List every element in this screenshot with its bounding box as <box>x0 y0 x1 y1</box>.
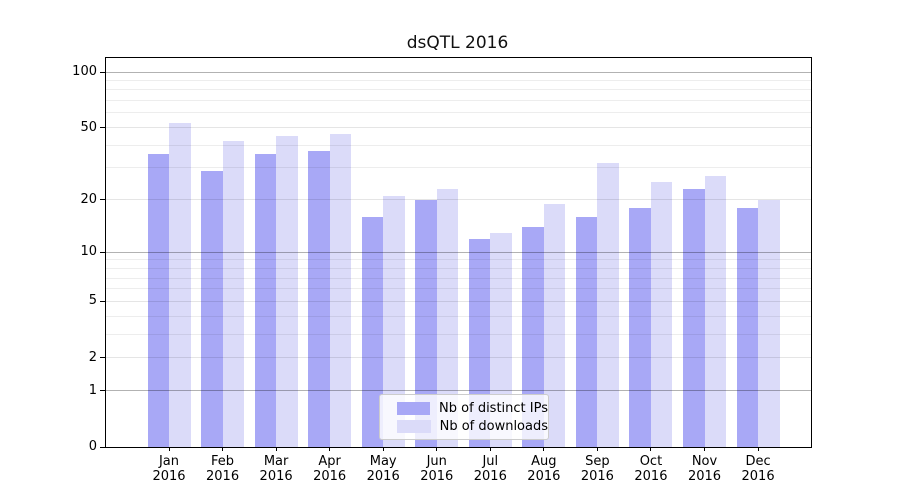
gridline-minor-3 <box>106 333 811 335</box>
gridline-minor-70 <box>106 100 811 102</box>
y-tick-2 <box>100 357 106 359</box>
bar-downloads-feb <box>222 141 245 447</box>
y-tick-label-10: 10 <box>80 244 97 260</box>
y-tick-label-0: 0 <box>88 439 97 454</box>
x-tick-label-jul: Jul 2016 <box>473 454 507 485</box>
gridline-100 <box>106 71 811 73</box>
bar-downloads-may <box>383 195 405 447</box>
bar-distinct-ips-apr <box>308 151 330 447</box>
gridline-50 <box>106 127 811 129</box>
legend-label-distinct-ips: Nb of distinct IPs <box>439 400 548 416</box>
x-tick-label-jan: Jan 2016 <box>152 454 186 485</box>
x-tick-label-mar: Mar 2016 <box>259 454 293 485</box>
gridline-minor-4 <box>106 315 811 317</box>
bar-downloads-jul <box>490 232 512 447</box>
bar-distinct-ips-dec <box>736 207 759 447</box>
y-tick-label-1: 1 <box>88 382 97 398</box>
x-tick-label-jun: Jun 2016 <box>420 454 454 485</box>
x-tick-label-dec: Dec 2016 <box>741 454 775 485</box>
chart-title: dsQTL 2016 <box>406 33 509 53</box>
y-tick-label-100: 100 <box>72 64 97 79</box>
gridline-minor-30 <box>106 167 811 169</box>
bar-distinct-ips-jan <box>147 153 169 447</box>
y-tick-100 <box>100 71 106 73</box>
x-tick-label-sep: Sep 2016 <box>580 454 614 485</box>
bar-downloads-aug <box>543 203 566 447</box>
y-tick-20 <box>100 199 106 201</box>
x-tick-oct <box>650 447 652 451</box>
x-tick-sep <box>596 447 598 451</box>
gridline-minor-80 <box>106 89 811 91</box>
x-tick-label-feb: Feb 2016 <box>206 454 240 485</box>
legend-label-downloads: Nb of downloads <box>439 418 548 434</box>
bar-downloads-nov <box>704 176 726 447</box>
x-tick-jan <box>168 447 170 451</box>
legend-swatch-downloads-icon <box>397 419 431 433</box>
gridline-minor-40 <box>106 144 811 146</box>
x-tick-may <box>382 447 384 451</box>
x-tick-label-oct: Oct 2016 <box>634 454 668 485</box>
x-tick-aug <box>543 447 545 451</box>
y-tick-10 <box>100 251 106 253</box>
gridline-minor-9 <box>106 259 811 261</box>
y-tick-label-50: 50 <box>80 119 97 135</box>
bar-distinct-ips-jun <box>415 199 437 447</box>
bar-downloads-jan <box>169 122 191 447</box>
bar-downloads-sep <box>597 162 619 447</box>
x-tick-jun <box>436 447 438 451</box>
gridline-5 <box>106 300 811 302</box>
x-tick-mar <box>275 447 277 451</box>
x-tick-jul <box>489 447 491 451</box>
gridline-minor-8 <box>106 267 811 269</box>
y-tick-50 <box>100 127 106 129</box>
gridline-1 <box>106 390 811 392</box>
x-tick-label-may: May 2016 <box>366 454 400 485</box>
bar-distinct-ips-mar <box>254 153 277 447</box>
bar-distinct-ips-sep <box>575 216 598 447</box>
x-tick-nov <box>704 447 705 451</box>
gridline-2 <box>106 357 811 359</box>
bar-distinct-ips-feb <box>201 170 223 447</box>
x-tick-feb <box>222 447 224 451</box>
y-tick-label-5: 5 <box>88 293 97 309</box>
bar-distinct-ips-aug <box>522 226 544 447</box>
y-tick-label-2: 2 <box>88 349 97 365</box>
x-tick-dec <box>757 447 759 451</box>
plot-area: Nb of distinct IPs Nb of downloads 0 1 2 5 1… <box>72 57 812 484</box>
bar-distinct-ips-nov <box>683 188 705 447</box>
legend: Nb of distinct IPs Nb of downloads <box>379 394 549 440</box>
x-tick-label-nov: Nov 2016 <box>687 454 722 485</box>
y-tick-label-20: 20 <box>80 191 97 207</box>
legend-swatch-distinct-ips-icon <box>397 401 431 415</box>
gridline-minor-60 <box>106 112 811 114</box>
gridline-10 <box>106 251 811 253</box>
bar-downloads-mar <box>276 135 298 447</box>
y-tick-1 <box>100 390 106 392</box>
x-tick-label-aug: Aug 2016 <box>527 454 561 485</box>
legend-item-downloads: Nb of downloads <box>380 419 548 434</box>
y-tick-5 <box>100 300 106 302</box>
bar-downloads-jun <box>436 188 459 447</box>
bar-distinct-ips-may <box>361 216 384 447</box>
gridline-20 <box>106 199 811 201</box>
bar-downloads-dec <box>758 199 780 447</box>
x-tick-label-apr: Apr 2016 <box>313 454 347 485</box>
x-tick-apr <box>329 447 331 451</box>
legend-item-distinct-ips: Nb of distinct IPs <box>380 401 548 416</box>
gridline-minor-7 <box>106 277 811 279</box>
bar-distinct-ips-oct <box>629 207 651 447</box>
bar-downloads-oct <box>650 182 673 447</box>
gridline-minor-6 <box>106 288 811 290</box>
gridline-minor-90 <box>106 79 811 81</box>
y-tick-0 <box>100 446 106 448</box>
bar-downloads-apr <box>329 134 352 447</box>
